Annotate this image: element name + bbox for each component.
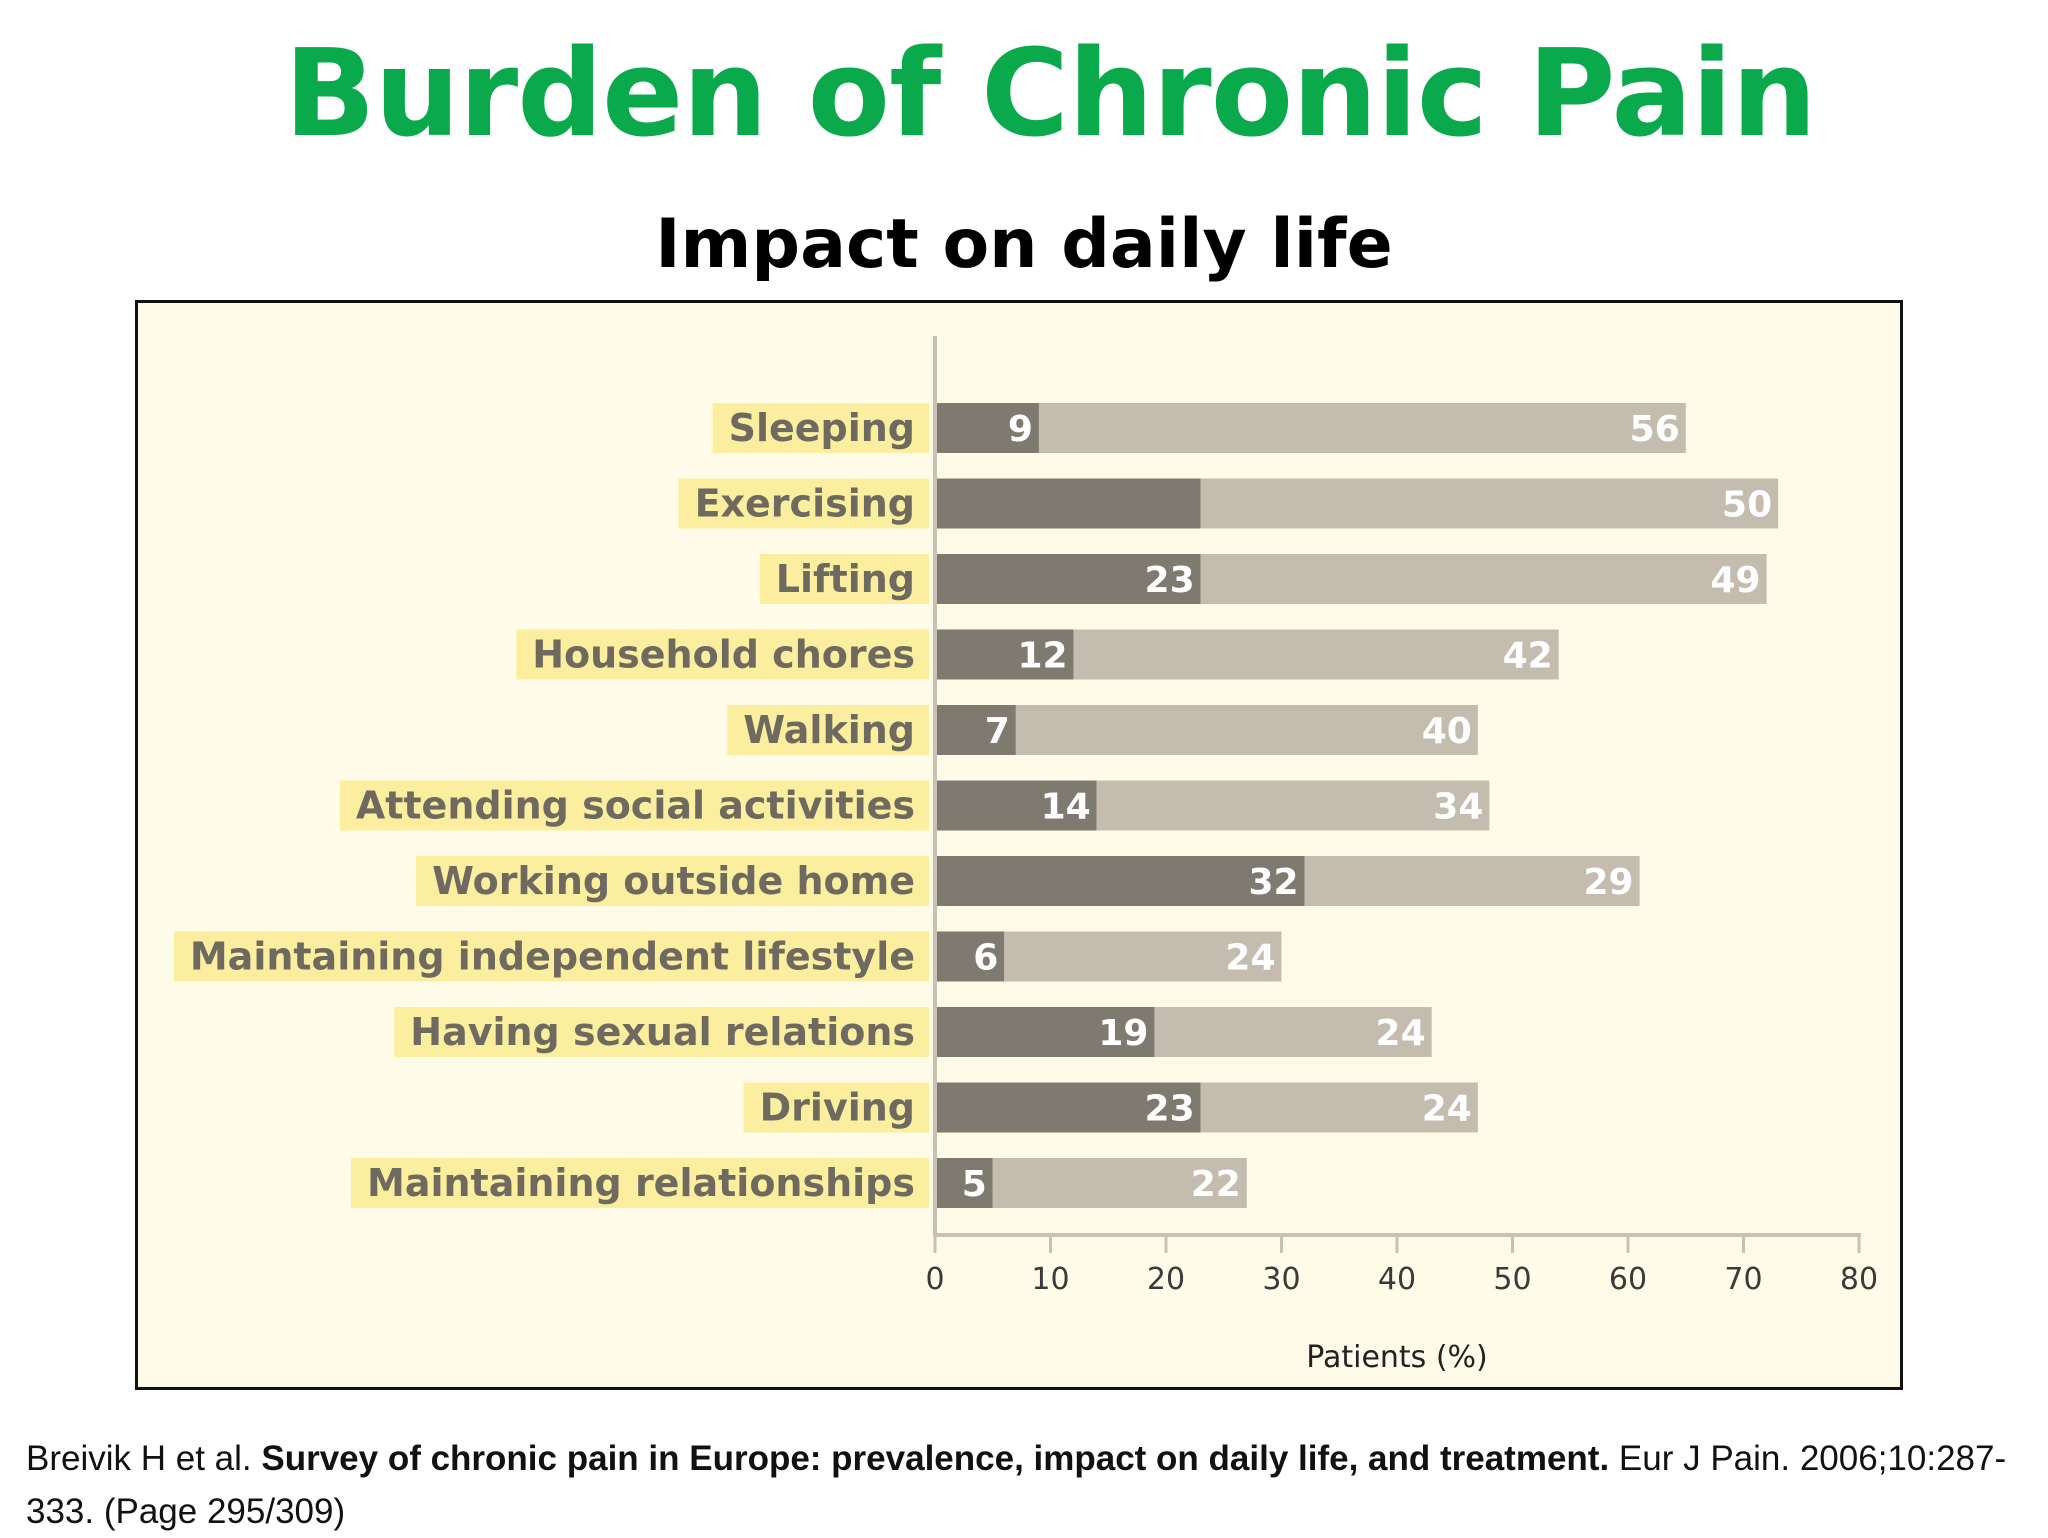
bar-attending-social-activities-segment-1 <box>935 780 1097 831</box>
category-label-background-sleeping <box>712 403 929 453</box>
bar-sleeping-segment-2 <box>1038 403 1686 453</box>
x-tick-label-70: 70 <box>1724 1262 1762 1297</box>
category-label-maintaining-independent-lifestyle: Maintaining independent lifestyle <box>190 935 915 979</box>
category-label-exercising: Exercising <box>695 482 915 526</box>
x-axis-title: Patients (%) <box>1306 1340 1488 1375</box>
bar-lifting-segment-2 <box>1200 554 1767 604</box>
bar-maintaining-relationships-segment-2 <box>992 1158 1247 1208</box>
bar-value-label-sleeping-segment-2: 56 <box>1630 409 1680 450</box>
category-label-background-working-outside-home <box>416 856 929 906</box>
bar-value-label-driving-segment-2: 24 <box>1422 1089 1472 1130</box>
bar-value-label-attending-social-activities-segment-2: 34 <box>1433 787 1483 828</box>
category-label-background-attending-social-activities <box>339 780 929 831</box>
bar-value-label-working-outside-home-segment-1: 32 <box>1248 862 1298 903</box>
bar-exercising-segment-2 <box>1200 478 1779 529</box>
bar-household-chores-segment-1 <box>935 629 1074 680</box>
bar-value-label-maintaining-relationships-segment-1: 5 <box>962 1164 987 1205</box>
category-label-walking: Walking <box>743 708 915 752</box>
category-label-having-sexual-relations: Having sexual relations <box>410 1010 915 1054</box>
category-label-background-driving <box>743 1082 929 1133</box>
category-label-maintaining-relationships: Maintaining relationships <box>367 1161 915 1205</box>
category-label-household-chores: Household chores <box>532 633 915 677</box>
bar-value-label-lifting-segment-1: 23 <box>1145 560 1195 601</box>
bar-walking-segment-2 <box>1015 705 1478 755</box>
bar-working-outside-home-segment-2 <box>1304 856 1640 906</box>
bar-value-label-walking-segment-1: 7 <box>985 711 1010 752</box>
slide-subtitle: Impact on daily life <box>655 205 1393 284</box>
citation-journal: Eur J Pain. 2006;10:287-333. (Page 295/3… <box>26 1439 2007 1531</box>
category-label-background-having-sexual-relations <box>394 1007 929 1057</box>
bar-driving-segment-1 <box>935 1082 1201 1133</box>
bar-value-label-household-chores-segment-1: 12 <box>1017 636 1067 677</box>
bar-working-outside-home-segment-1 <box>935 856 1305 906</box>
bar-lifting-segment-1 <box>935 554 1201 604</box>
x-tick-label-60: 60 <box>1609 1262 1647 1297</box>
category-label-working-outside-home: Working outside home <box>432 859 915 903</box>
x-tick-label-80: 80 <box>1840 1262 1878 1297</box>
category-label-background-lifting <box>759 554 929 604</box>
category-label-sleeping: Sleeping <box>729 406 915 450</box>
x-tick-label-50: 50 <box>1493 1262 1531 1297</box>
category-label-background-walking <box>727 705 929 755</box>
bar-exercising-segment-1 <box>935 478 1201 529</box>
bar-maintaining-independent-lifestyle-segment-2 <box>1004 931 1282 982</box>
citation-authors: Breivik H et al. <box>26 1439 252 1478</box>
chart-frame: Sleeping 9 56 Exercising 50 Lifting 23 49 Househ… <box>135 300 1903 1390</box>
bar-value-label-maintaining-relationships-segment-2: 22 <box>1191 1164 1241 1205</box>
bar-value-label-maintaining-independent-lifestyle-segment-2: 24 <box>1225 938 1275 979</box>
bar-walking-segment-1 <box>935 705 1016 755</box>
category-label-background-exercising <box>678 478 929 529</box>
bar-value-label-exercising-segment-2: 50 <box>1722 485 1772 526</box>
x-tick-label-20: 20 <box>1147 1262 1185 1297</box>
bar-value-label-lifting-segment-2: 49 <box>1710 560 1760 601</box>
bar-value-label-working-outside-home-segment-2: 29 <box>1583 862 1633 903</box>
x-tick-label-30: 30 <box>1262 1262 1300 1297</box>
bar-having-sexual-relations-segment-1 <box>935 1007 1155 1057</box>
bar-driving-segment-2 <box>1200 1082 1478 1133</box>
bar-value-label-having-sexual-relations-segment-2: 24 <box>1376 1013 1426 1054</box>
slide-title: Burden of Chronic Pain <box>284 25 1817 164</box>
bar-sleeping-segment-1 <box>935 403 1039 453</box>
bar-attending-social-activities-segment-2 <box>1096 780 1490 831</box>
bar-maintaining-relationships-segment-1 <box>935 1158 993 1208</box>
category-label-attending-social-activities: Attending social activities <box>356 784 915 828</box>
bar-having-sexual-relations-segment-2 <box>1154 1007 1432 1057</box>
bar-value-label-sleeping-segment-1: 9 <box>1008 409 1033 450</box>
bar-value-label-maintaining-independent-lifestyle-segment-1: 6 <box>973 938 998 979</box>
x-tick-label-40: 40 <box>1378 1262 1416 1297</box>
bar-household-chores-segment-2 <box>1073 629 1559 680</box>
bar-maintaining-independent-lifestyle-segment-1 <box>935 931 1005 982</box>
citation-article-title: Survey of chronic pain in Europe: preval… <box>261 1439 1610 1478</box>
category-label-lifting: Lifting <box>776 557 915 601</box>
citation: Breivik H et al. Survey of chronic pain … <box>26 1432 2026 1538</box>
x-tick-label-10: 10 <box>1031 1262 1069 1297</box>
bar-value-label-household-chores-segment-2: 42 <box>1503 636 1553 677</box>
category-label-driving: Driving <box>760 1086 915 1130</box>
category-label-background-maintaining-relationships <box>351 1158 929 1208</box>
bar-value-label-having-sexual-relations-segment-1: 19 <box>1098 1013 1148 1054</box>
category-label-background-maintaining-independent-lifestyle <box>173 931 929 982</box>
bar-value-label-attending-social-activities-segment-1: 14 <box>1041 787 1091 828</box>
x-tick-label-0: 0 <box>925 1262 944 1297</box>
bar-value-label-driving-segment-1: 23 <box>1145 1089 1195 1130</box>
category-label-background-household-chores <box>516 629 929 680</box>
bar-value-label-walking-segment-2: 40 <box>1422 711 1472 752</box>
